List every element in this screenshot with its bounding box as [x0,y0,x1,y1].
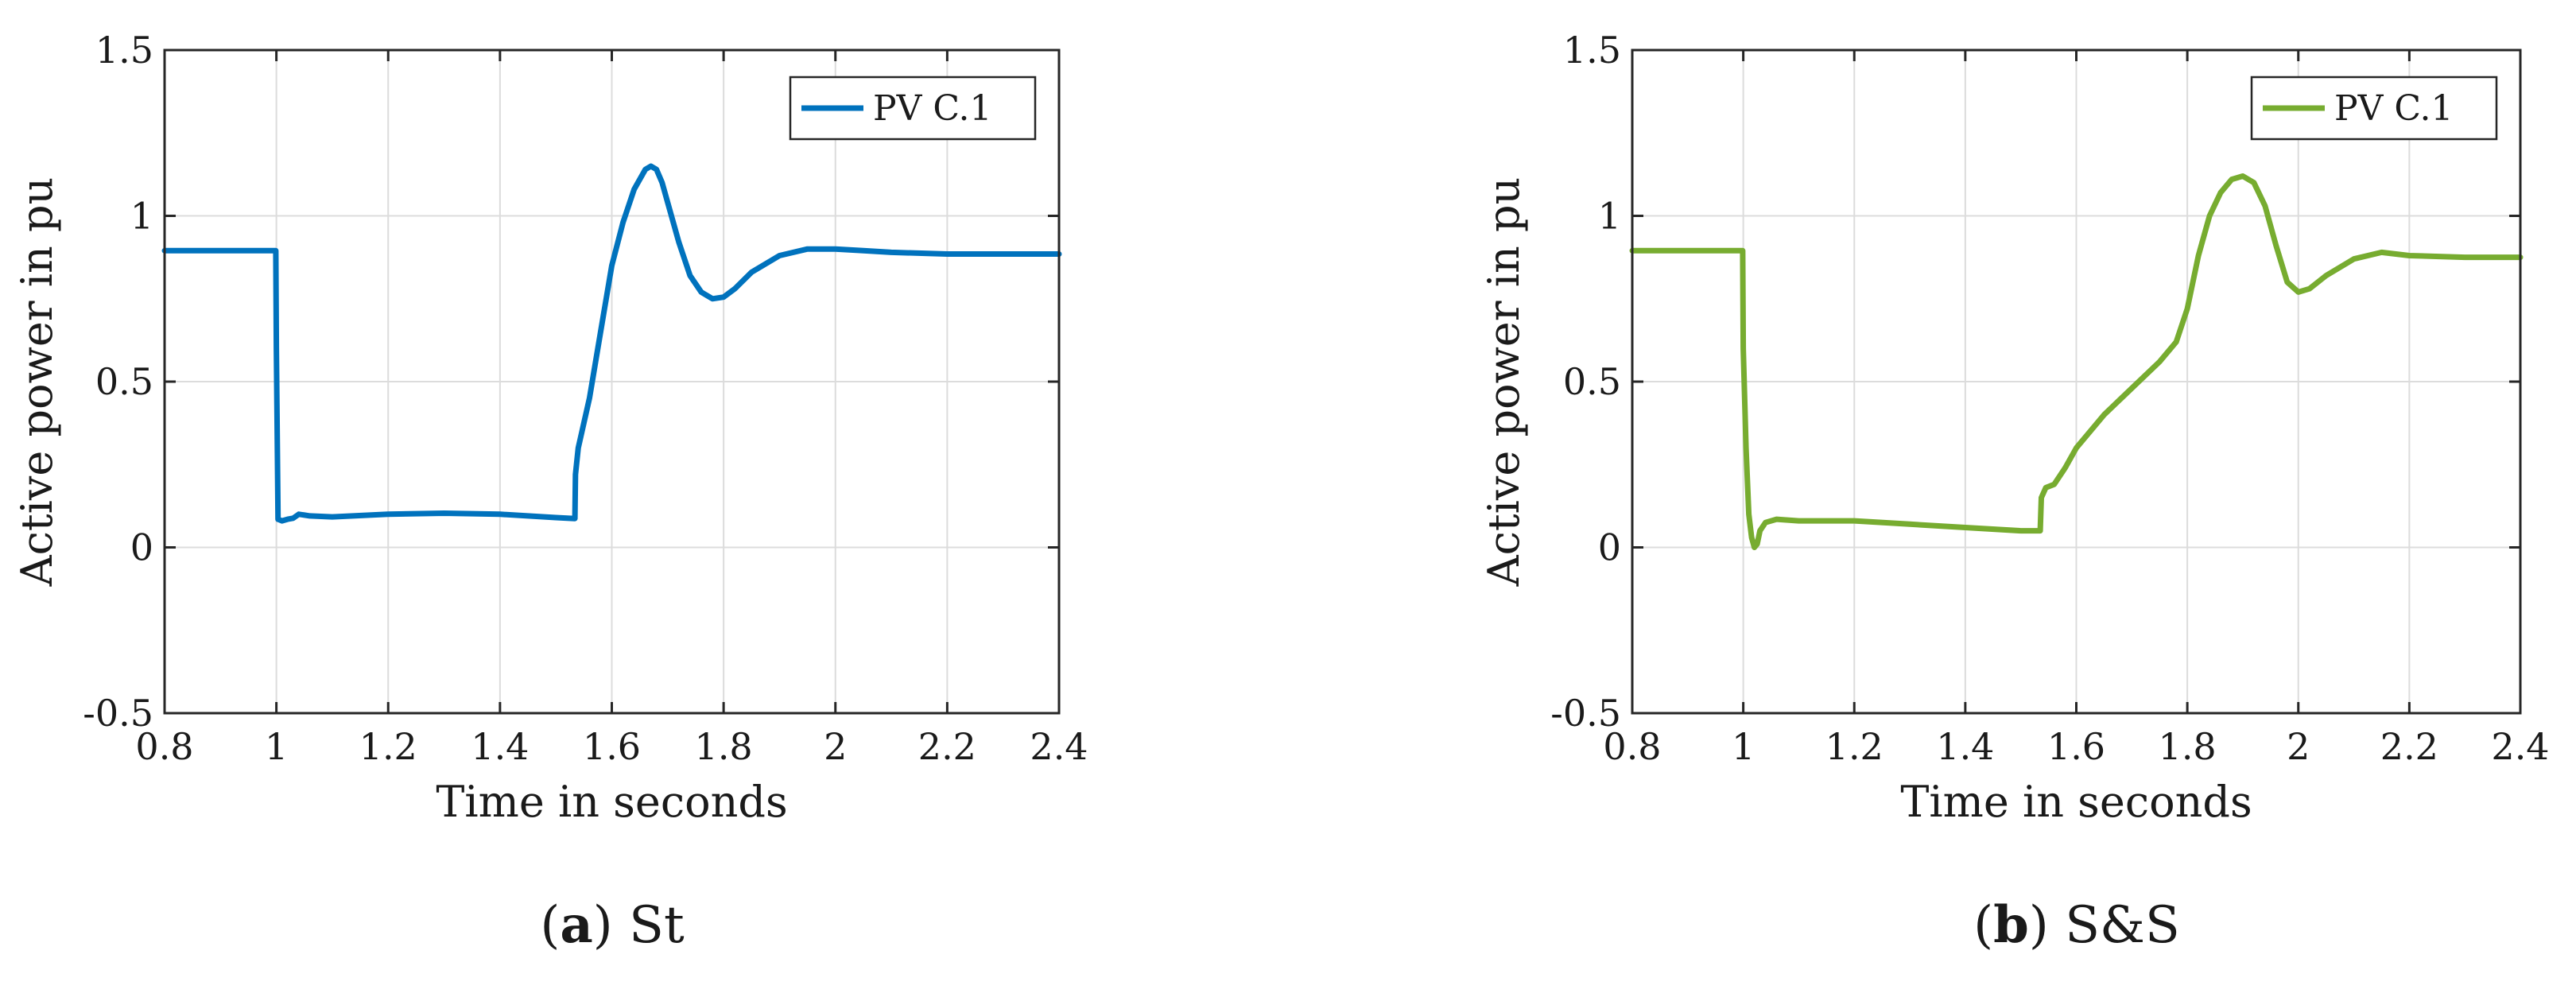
x-tick-label: 1.6 [2047,725,2105,768]
x-tick-label: 1.2 [1825,725,1884,768]
panel-caption: (a) St [540,895,685,955]
caption-name: St [629,896,685,955]
y-axis-title: Active power in pu [12,177,62,588]
y-tick-label: 1 [1598,195,1621,238]
x-tick-label: 1 [265,725,288,768]
y-tick-label: 1.5 [1563,29,1621,72]
x-tick-label: 1 [1732,725,1755,768]
y-tick-label: 1.5 [95,29,153,72]
chart-panel-a: 0.8 1 1.2 1.4 1.6 1.8 2 2.2 2.4 -0.5 0 0.5 1 1.5 Time … [12,29,1088,955]
x-tick-label: 2 [2287,725,2310,768]
legend-label: PV C.1 [873,88,991,129]
chart-panel-b: 0.8 1 1.2 1.4 1.6 1.8 2 2.2 2.4 -0.5 0 0.5 1 1.5 Time … [1479,29,2550,955]
x-tick-label: 1.2 [359,725,417,768]
x-tick-label: 1.8 [695,725,753,768]
x-tick-label: 1.4 [1936,725,1994,768]
x-axis-title: Time in seconds [436,777,787,827]
legend-label: PV C.1 [2334,88,2453,129]
x-tick-label: 2.2 [918,725,976,768]
caption-close-paren: ) [593,896,629,955]
y-tick-label: -0.5 [1550,692,1621,735]
x-tick-label: 2.2 [2380,725,2438,768]
y-tick-label: 0.5 [95,360,153,403]
y-axis-title: Active power in pu [1479,177,1529,588]
y-tick-label: -0.5 [83,692,153,735]
series-line [1629,173,2524,550]
x-tick-label: 2.4 [2491,725,2549,768]
caption-name: S&S [2065,896,2180,955]
caption-letter: a [560,895,592,955]
caption-close-paren: ) [2029,896,2065,955]
panel-caption: (b) S&S [1973,895,2180,955]
y-tick-label: 0 [130,526,153,569]
caption-open-paren: ( [540,896,560,955]
x-tick-label: 0.8 [1603,725,1661,768]
x-tick-label: 2.4 [1030,725,1088,768]
x-tick-label: 0.8 [135,725,193,768]
x-tick-label: 1.4 [471,725,529,768]
y-tick-label: 1 [130,195,153,238]
caption-open-paren: ( [1973,896,1993,955]
y-tick-label: 0 [1598,526,1621,569]
x-tick-label: 1.8 [2159,725,2217,768]
y-tick-label: 0.5 [1563,360,1621,403]
x-axis-title: Time in seconds [1900,777,2252,827]
x-tick-label: 1.6 [583,725,641,768]
x-tick-label: 2 [824,725,847,768]
series-line [161,163,1062,524]
caption-letter: b [1993,895,2029,955]
